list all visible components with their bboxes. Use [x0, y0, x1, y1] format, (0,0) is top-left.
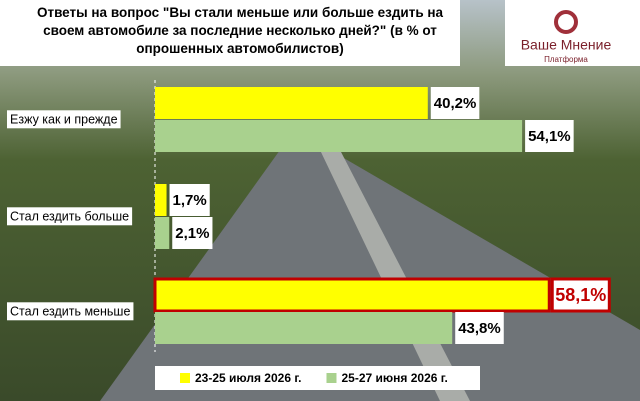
- legend-swatch: [326, 373, 337, 383]
- category-label-bg: [7, 302, 134, 321]
- bar: [155, 120, 523, 152]
- logo-icon: [554, 10, 578, 34]
- category-label-bg: [7, 207, 133, 226]
- logo-subtitle: Платформа: [544, 55, 588, 64]
- value-label-bg: [169, 184, 210, 216]
- title-wrap: Ответы на вопрос "Вы стали меньше или бо…: [36, 5, 444, 56]
- bar: [155, 217, 170, 249]
- legend-label: 23-25 июля 2026 г.: [195, 371, 301, 385]
- category-label: Стал ездить больше: [10, 209, 129, 223]
- category-label: Стал ездить меньше: [10, 304, 130, 318]
- logo-box: [505, 0, 640, 66]
- value-label: 58,1%: [555, 285, 606, 305]
- value-label-bg: [455, 312, 504, 344]
- bar: [155, 87, 428, 119]
- logo-name: Ваше Мнение: [521, 37, 612, 53]
- bar: [155, 312, 453, 344]
- title-box: [0, 0, 460, 66]
- value-label-bg: [525, 120, 574, 152]
- legend-swatch: [180, 373, 190, 383]
- chart-title: Ответы на вопрос "Вы стали меньше или бо…: [36, 5, 444, 56]
- bar: [155, 184, 167, 216]
- category-label-bg: [7, 110, 121, 129]
- value-label-bg: [430, 87, 480, 119]
- legend-box: [155, 366, 480, 390]
- legend-label: 25-27 июня 2026 г.: [341, 371, 447, 385]
- value-label: 54,1%: [528, 128, 571, 145]
- value-label: 1,7%: [173, 192, 207, 209]
- value-label-bg: [172, 217, 213, 249]
- bar: [153, 277, 551, 313]
- value-label: 2,1%: [175, 225, 209, 242]
- category-label: Езжу как и прежде: [10, 112, 118, 126]
- value-label-bg: [550, 277, 611, 313]
- value-label: 40,2%: [434, 95, 477, 112]
- value-label: 43,8%: [458, 320, 501, 337]
